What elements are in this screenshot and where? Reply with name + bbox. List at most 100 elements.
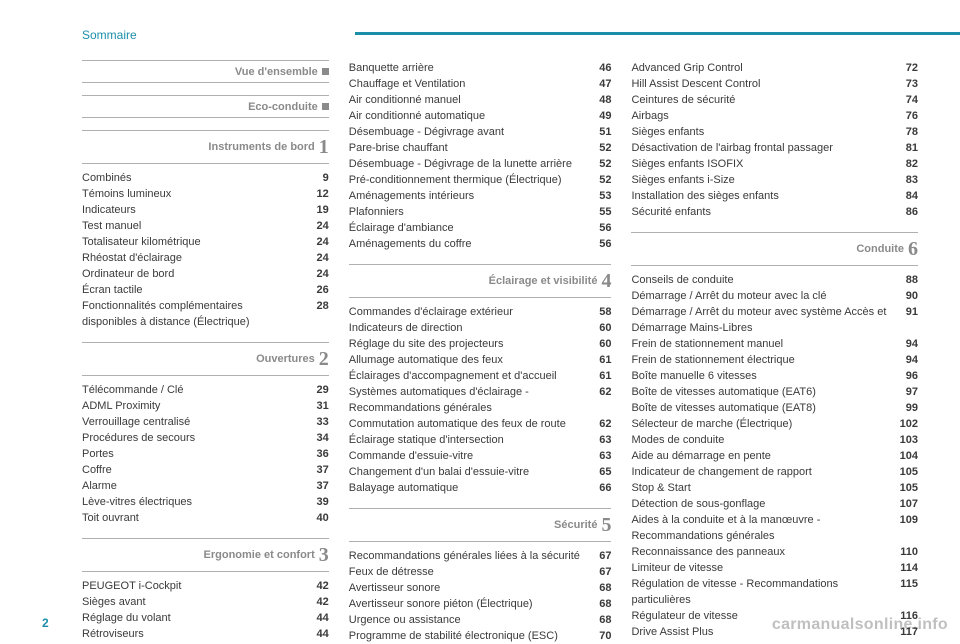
toc-page: 28 [307, 298, 329, 314]
toc-label: Ordinateur de bord [82, 266, 307, 282]
toc-label: Écran tactile [82, 282, 307, 298]
toc-page: 86 [896, 204, 918, 220]
section-title: Ergonomie et confort [204, 549, 315, 561]
toc-page: 82 [896, 156, 918, 172]
toc-label: Aide au démarrage en pente [631, 448, 896, 464]
section-title: Ouvertures [256, 353, 315, 365]
section-title: Sécurité [554, 519, 597, 531]
toc-row: Allumage automatique des feux61 [349, 352, 612, 368]
toc-row: Banquette arrière46 [349, 60, 612, 76]
toc-label: Désembuage - Dégivrage de la lunette arr… [349, 156, 590, 172]
toc-page: 68 [589, 612, 611, 628]
toc-row: Télécommande / Clé29 [82, 382, 329, 398]
toc-page: 56 [589, 236, 611, 252]
toc-page: 62 [589, 416, 611, 432]
toc-page: 68 [589, 596, 611, 612]
toc-label: Réglage du site des projecteurs [349, 336, 590, 352]
toc-page: 63 [589, 432, 611, 448]
toc-row: Frein de stationnement manuel94 [631, 336, 918, 352]
toc-row: Installation des sièges enfants84 [631, 188, 918, 204]
toc-page: 62 [589, 384, 611, 400]
section-securite: Sécurité 5 [349, 508, 612, 542]
toc-label: Sécurité enfants [631, 204, 896, 220]
column-3: Advanced Grip Control72Hill Assist Desce… [631, 60, 918, 644]
square-icon [322, 103, 329, 110]
toc-page: 39 [307, 494, 329, 510]
page-number: 2 [42, 616, 49, 630]
toc-row: Commandes d'éclairage extérieur58 [349, 304, 612, 320]
toc-label: Air conditionné automatique [349, 108, 590, 124]
toc-label: Sièges enfants ISOFIX [631, 156, 896, 172]
toc-page: 60 [589, 336, 611, 352]
toc-row: Boîte de vitesses automatique (EAT8)99 [631, 400, 918, 416]
toc-label: Stop & Start [631, 480, 896, 496]
toc-page: 31 [307, 398, 329, 414]
toc-row: Systèmes automatiques d'éclairage - Reco… [349, 384, 612, 416]
toc-page: 84 [896, 188, 918, 204]
toc-label: Démarrage / Arrêt du moteur avec la clé [631, 288, 896, 304]
toc-page: 73 [896, 76, 918, 92]
toc-list: Recommandations générales liées à la séc… [349, 548, 612, 644]
toc-row: Portes36 [82, 446, 329, 462]
toc-row: Pré-conditionnement thermique (Électriqu… [349, 172, 612, 188]
toc-label: Totalisateur kilométrique [82, 234, 307, 250]
toc-row: Coffre37 [82, 462, 329, 478]
toc-label: Réglage du volant [82, 610, 307, 626]
chapter-number: 6 [908, 238, 918, 261]
toc-page: 61 [589, 352, 611, 368]
toc-label: Boîte de vitesses automatique (EAT8) [631, 400, 896, 416]
toc-label: Balayage automatique [349, 480, 590, 496]
toc-row: Boîte de vitesses automatique (EAT6)97 [631, 384, 918, 400]
toc-row: ADML Proximity31 [82, 398, 329, 414]
toc-row: Éclairage d'ambiance56 [349, 220, 612, 236]
toc-row: Reconnaissance des panneaux110 [631, 544, 918, 560]
section-title: Instruments de bord [208, 141, 314, 153]
toc-label: Pré-conditionnement thermique (Électriqu… [349, 172, 590, 188]
toc-page: 24 [307, 218, 329, 234]
toc-list: Advanced Grip Control72Hill Assist Desce… [631, 60, 918, 220]
toc-row: Air conditionné automatique49 [349, 108, 612, 124]
toc-page: 48 [589, 92, 611, 108]
chapter-number: 5 [601, 514, 611, 537]
toc-page: 103 [896, 432, 918, 448]
toc-label: Airbags [631, 108, 896, 124]
toc-row: Aides à la conduite et à la manœuvre - R… [631, 512, 918, 544]
toc-label: Éclairage statique d'intersection [349, 432, 590, 448]
toc-row: Totalisateur kilométrique24 [82, 234, 329, 250]
toc-row: Changement d'un balai d'essuie-vitre65 [349, 464, 612, 480]
toc-label: Pare-brise chauffant [349, 140, 590, 156]
toc-page: 44 [307, 610, 329, 626]
toc-label: Toit ouvrant [82, 510, 307, 526]
header-rule [355, 32, 960, 35]
toc-label: Feux de détresse [349, 564, 590, 580]
toc-label: Allumage automatique des feux [349, 352, 590, 368]
toc-label: Régulation de vitesse - Recommandations … [631, 576, 896, 608]
toc-label: Indicateurs de direction [349, 320, 590, 336]
toc-page: 68 [589, 580, 611, 596]
toc-page: 51 [589, 124, 611, 140]
toc-label: Éclairage d'ambiance [349, 220, 590, 236]
toc-row: Désactivation de l'airbag frontal passag… [631, 140, 918, 156]
toc-label: Combinés [82, 170, 307, 186]
toc-page: 12 [307, 186, 329, 202]
toc-list: Télécommande / Clé29ADML Proximity31Verr… [82, 382, 329, 526]
toc-label: ADML Proximity [82, 398, 307, 414]
toc-label: Test manuel [82, 218, 307, 234]
toc-page: 94 [896, 352, 918, 368]
toc-label: Systèmes automatiques d'éclairage - Reco… [349, 384, 590, 416]
toc-row: Pare-brise chauffant52 [349, 140, 612, 156]
toc-label: Aménagements intérieurs [349, 188, 590, 204]
toc-label: Lève-vitres électriques [82, 494, 307, 510]
toc-row: Verrouillage centralisé33 [82, 414, 329, 430]
toc-row: Advanced Grip Control72 [631, 60, 918, 76]
toc-row: Frein de stationnement électrique94 [631, 352, 918, 368]
toc-label: Commandes d'éclairage extérieur [349, 304, 590, 320]
toc-label: Sièges enfants i-Size [631, 172, 896, 188]
toc-row: Ordinateur de bord24 [82, 266, 329, 282]
toc-page: 110 [896, 544, 918, 560]
toc-page: 97 [896, 384, 918, 400]
square-icon [322, 68, 329, 75]
toc-row: Réglage du volant44 [82, 610, 329, 626]
toc-label: Coffre [82, 462, 307, 478]
section-instruments: Instruments de bord1 [82, 130, 329, 164]
